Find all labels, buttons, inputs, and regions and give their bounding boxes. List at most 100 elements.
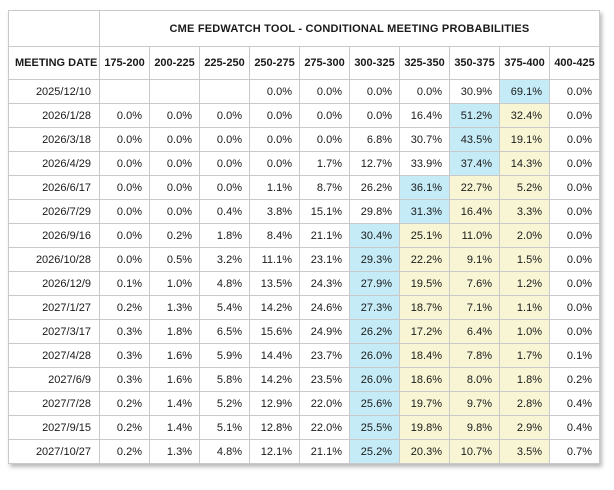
probability-cell: 0.0% xyxy=(99,247,150,272)
rate-range-header: 300-325 xyxy=(349,46,400,80)
table-row: 2026/7/29 0.0% 0.0% 0.4% 3.8% 15.1% 29.8% 31.3%… xyxy=(8,199,600,224)
table-row: 2026/1/28 0.0% 0.0% 0.0% 0.0% 0.0% 0.0% 16.4% 51… xyxy=(8,103,600,128)
probability-cell: 1.6% xyxy=(149,343,200,368)
table-head: CME FEDWATCH TOOL - CONDITIONAL MEETING … xyxy=(8,10,600,80)
table-row: 2027/4/28 0.3% 1.6% 5.9% 14.4% 23.7% 26.0% 18.4… xyxy=(8,343,600,368)
probability-cell: 36.1% xyxy=(399,175,450,200)
probability-cell: 0.2% xyxy=(99,415,150,440)
table-row: 2027/10/27 0.2% 1.3% 4.8% 12.1% 21.1% 25.2% 20.… xyxy=(8,439,600,464)
probability-cell: 4.8% xyxy=(199,271,250,296)
probability-cell: 5.2% xyxy=(199,391,250,416)
probability-cell: 17.2% xyxy=(399,319,450,344)
probability-cell: 19.5% xyxy=(399,271,450,296)
probability-cell: 8.7% xyxy=(299,175,350,200)
probability-cell: 0.0% xyxy=(549,199,600,224)
probability-cell: 31.3% xyxy=(399,199,450,224)
probability-cell: 0.0% xyxy=(299,103,350,128)
table-row: 2027/9/15 0.2% 1.4% 5.1% 12.8% 22.0% 25.5% 19.8… xyxy=(8,415,600,440)
probability-cell: 23.1% xyxy=(299,247,350,272)
probability-cell: 29.8% xyxy=(349,199,400,224)
probability-cell: 14.4% xyxy=(249,343,300,368)
table-row: 2026/3/18 0.0% 0.0% 0.0% 0.0% 0.0% 6.8% 30.7% 43… xyxy=(8,127,600,152)
probability-cell: 30.4% xyxy=(349,223,400,248)
probability-cell: 18.4% xyxy=(399,343,450,368)
table-row: 2027/3/17 0.3% 1.8% 6.5% 15.6% 24.9% 26.2% 17.2… xyxy=(8,319,600,344)
table-row: 2027/7/28 0.2% 1.4% 5.2% 12.9% 22.0% 25.6% 19.7… xyxy=(8,391,600,416)
probability-cell: 0.2% xyxy=(99,295,150,320)
probability-cell: 32.4% xyxy=(499,103,550,128)
probability-cell: 1.1% xyxy=(249,175,300,200)
probability-cell: 0.0% xyxy=(199,103,250,128)
probability-cell: 15.6% xyxy=(249,319,300,344)
probability-cell: 9.8% xyxy=(449,415,500,440)
title-row: CME FEDWATCH TOOL - CONDITIONAL MEETING … xyxy=(8,10,600,47)
fedwatch-probabilities-panel: CME FEDWATCH TOOL - CONDITIONAL MEETING … xyxy=(8,10,600,464)
probability-cell: 0.0% xyxy=(549,103,600,128)
meeting-date-cell: 2027/10/27 xyxy=(8,439,100,464)
probability-cell: 0.1% xyxy=(549,343,600,368)
probability-cell: 29.3% xyxy=(349,247,400,272)
meeting-date-cell: 2027/1/27 xyxy=(8,295,100,320)
probability-cell: 0.0% xyxy=(99,199,150,224)
probability-cell: 5.1% xyxy=(199,415,250,440)
meeting-date-cell: 2026/12/9 xyxy=(8,271,100,296)
probability-cell: 1.8% xyxy=(199,223,250,248)
rate-range-header: 200-225 xyxy=(149,46,200,80)
probability-cell: 25.6% xyxy=(349,391,400,416)
probability-cell: 0.0% xyxy=(149,175,200,200)
probability-cell: 9.1% xyxy=(449,247,500,272)
conditional-probabilities-table: CME FEDWATCH TOOL - CONDITIONAL MEETING … xyxy=(8,10,600,464)
probability-cell: 1.7% xyxy=(499,343,550,368)
probability-cell: 3.8% xyxy=(249,199,300,224)
probability-cell: 0.3% xyxy=(99,367,150,392)
table-row: 2027/6/9 0.3% 1.6% 5.8% 14.2% 23.5% 26.0% 18.6%… xyxy=(8,367,600,392)
probability-cell: 14.2% xyxy=(249,295,300,320)
probability-cell: 1.6% xyxy=(149,367,200,392)
probability-cell: 26.0% xyxy=(349,367,400,392)
probability-cell: 0.0% xyxy=(199,127,250,152)
probability-cell: 0.2% xyxy=(99,439,150,464)
probability-cell: 2.9% xyxy=(499,415,550,440)
probability-cell: 24.6% xyxy=(299,295,350,320)
probability-cell: 7.6% xyxy=(449,271,500,296)
meeting-date-header: MEETING DATE xyxy=(8,46,100,80)
probability-cell: 0.0% xyxy=(249,79,300,104)
probability-cell: 13.5% xyxy=(249,271,300,296)
probability-cell: 0.0% xyxy=(249,127,300,152)
probability-cell: 0.0% xyxy=(99,127,150,152)
probability-cell: 20.3% xyxy=(399,439,450,464)
meeting-date-cell: 2026/7/29 xyxy=(8,199,100,224)
probability-cell: 18.7% xyxy=(399,295,450,320)
meeting-date-cell: 2026/4/29 xyxy=(8,151,100,176)
probability-cell: 12.9% xyxy=(249,391,300,416)
probability-cell: 1.0% xyxy=(499,319,550,344)
probability-cell: 27.3% xyxy=(349,295,400,320)
probability-cell: 23.7% xyxy=(299,343,350,368)
table-row: 2026/4/29 0.0% 0.0% 0.0% 0.0% 1.7% 12.7% 33.9% 3… xyxy=(8,151,600,176)
probability-cell: 7.8% xyxy=(449,343,500,368)
probability-cell: 0.0% xyxy=(99,223,150,248)
probability-cell: 0.0% xyxy=(299,127,350,152)
probability-cell: 0.0% xyxy=(549,151,600,176)
probability-cell: 0.0% xyxy=(299,79,350,104)
probability-cell: 25.1% xyxy=(399,223,450,248)
meeting-date-cell: 2026/6/17 xyxy=(8,175,100,200)
probability-cell: 0.0% xyxy=(399,79,450,104)
probability-cell: 1.8% xyxy=(149,319,200,344)
probability-cell: 0.0% xyxy=(149,103,200,128)
table-body: 2025/12/10 0.0% 0.0% 0.0% 0.0% 30.9% 69.1% 0.0%… xyxy=(8,79,600,464)
probability-cell: 43.5% xyxy=(449,127,500,152)
probability-cell xyxy=(199,79,250,104)
probability-cell: 22.0% xyxy=(299,415,350,440)
probability-cell: 1.2% xyxy=(499,271,550,296)
probability-cell: 1.7% xyxy=(299,151,350,176)
probability-cell: 69.1% xyxy=(499,79,550,104)
rate-range-header: 250-275 xyxy=(249,46,300,80)
probability-cell: 0.0% xyxy=(249,151,300,176)
probability-cell: 25.2% xyxy=(349,439,400,464)
probability-cell: 21.1% xyxy=(299,439,350,464)
probability-cell: 0.0% xyxy=(349,79,400,104)
probability-cell: 22.7% xyxy=(449,175,500,200)
probability-cell: 22.2% xyxy=(399,247,450,272)
probability-cell: 6.5% xyxy=(199,319,250,344)
